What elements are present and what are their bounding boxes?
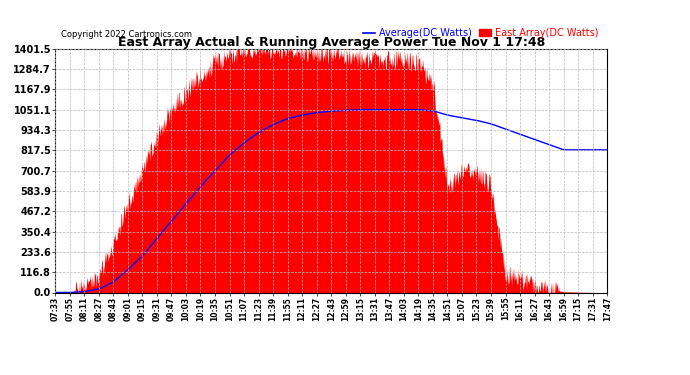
- Text: Copyright 2022 Cartronics.com: Copyright 2022 Cartronics.com: [61, 30, 192, 39]
- Title: East Array Actual & Running Average Power Tue Nov 1 17:48: East Array Actual & Running Average Powe…: [117, 36, 545, 49]
- Legend: Average(DC Watts), East Array(DC Watts): Average(DC Watts), East Array(DC Watts): [359, 24, 602, 42]
